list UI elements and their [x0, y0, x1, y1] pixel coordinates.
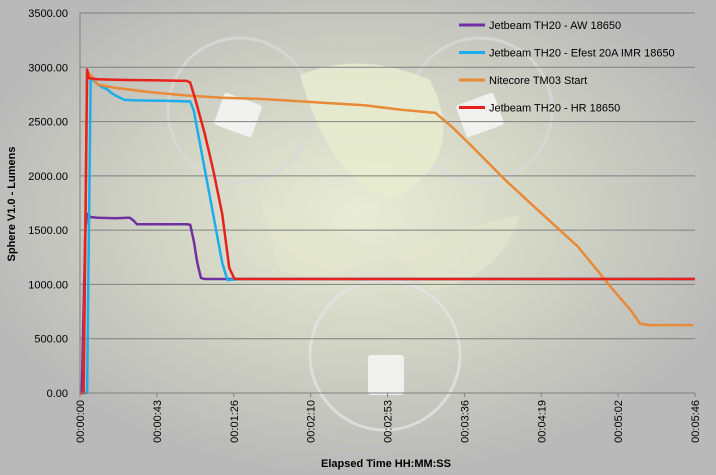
- x-axis-ticks: 00:00:00 00:00:43 00:01:26 00:02:10 00:02:53…: [75, 393, 702, 443]
- y-tick-label: 500.00: [34, 334, 68, 346]
- series-lines: [80, 68, 695, 395]
- x-tick-label: 00:04:19: [536, 400, 548, 443]
- y-tick-label: 1500.00: [28, 225, 68, 237]
- gridlines: [80, 12, 695, 340]
- legend-item: Nitecore TM03 Start: [459, 75, 587, 87]
- legend-label: Nitecore TM03 Start: [489, 75, 587, 87]
- x-tick-label: 00:02:10: [306, 400, 318, 443]
- legend-item: Jetbeam TH20 - Efest 20A IMR 18650: [459, 48, 675, 60]
- x-axis-title: Elapsed Time HH:MM:SS: [321, 458, 451, 470]
- y-tick-label: 2500.00: [28, 117, 68, 129]
- y-tick-label: 3000.00: [28, 62, 68, 74]
- x-tick-label: 00:00:00: [75, 400, 87, 443]
- y-axis-ticks: 0.00 500.00 1000.00 1500.00 2000.00 2500.00 30…: [28, 8, 68, 400]
- y-tick-label: 2000.00: [28, 171, 68, 183]
- y-tick-label: 3500.00: [28, 8, 68, 20]
- legend-label: Jetbeam TH20 - Efest 20A IMR 18650: [489, 48, 675, 60]
- x-tick-label: 00:01:26: [229, 400, 241, 443]
- y-tick-label: 0.00: [47, 388, 68, 400]
- x-tick-label: 00:05:02: [613, 400, 625, 443]
- y-axis-title: Sphere V1.0 - Lumens: [6, 147, 18, 262]
- legend-label: Jetbeam TH20 - HR 18650: [489, 103, 620, 115]
- legend-item: Jetbeam TH20 - HR 18650: [459, 103, 620, 115]
- legend: Jetbeam TH20 - AW 18650 Jetbeam TH20 - Ef…: [459, 20, 675, 115]
- legend-item: Jetbeam TH20 - AW 18650: [459, 20, 621, 32]
- x-tick-label: 00:02:53: [383, 400, 395, 443]
- x-tick-label: 00:03:36: [459, 400, 471, 443]
- series-line-3: [80, 68, 695, 395]
- series-line-2: [80, 70, 694, 395]
- legend-label: Jetbeam TH20 - AW 18650: [489, 20, 621, 32]
- x-tick-label: 00:05:46: [690, 400, 702, 443]
- x-tick-label: 00:00:43: [152, 400, 164, 443]
- y-tick-label: 1000.00: [28, 279, 68, 291]
